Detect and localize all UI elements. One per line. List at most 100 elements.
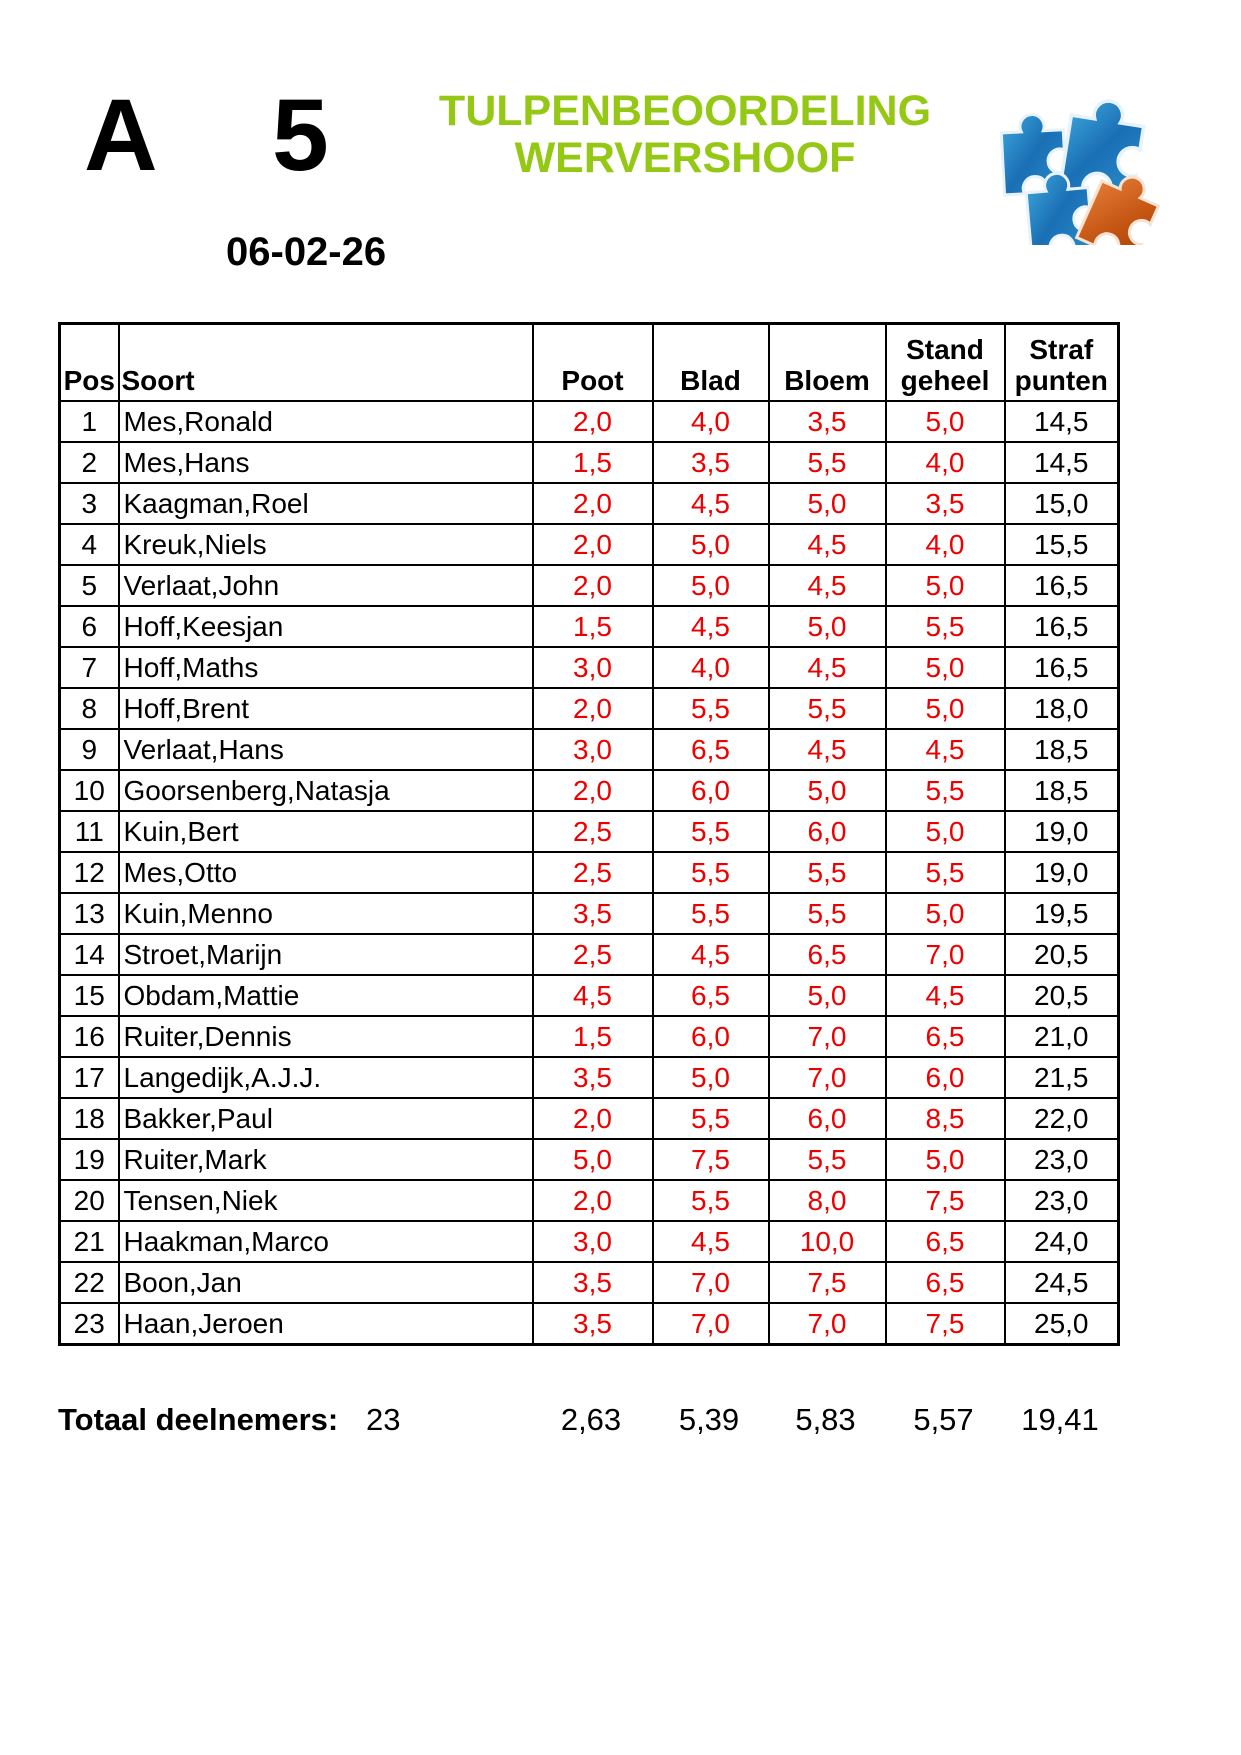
table-row: 20 Tensen,Niek 2,0 5,5 8,0 7,5 23,0 <box>58 1179 1120 1222</box>
blad-cell: 4,5 <box>651 482 770 525</box>
pos-cell: 17 <box>58 1056 120 1099</box>
group-number: 5 <box>272 78 329 192</box>
date-label: 06-02-26 <box>226 230 387 274</box>
soort-cell: Mes,Otto <box>117 851 534 894</box>
poot-cell: 2,0 <box>531 1179 654 1222</box>
table-row: 2 Mes,Hans 1,5 3,5 5,5 4,0 14,5 <box>58 441 1120 484</box>
bloem-cell: 4,5 <box>767 523 887 566</box>
stand-cell: 7,5 <box>884 1302 1006 1346</box>
straf-cell: 24,5 <box>1003 1261 1120 1304</box>
table-row: 14 Stroet,Marijn 2,5 4,5 6,5 7,0 20,5 <box>58 933 1120 976</box>
header-pos: Pos <box>58 322 120 402</box>
blad-cell: 6,5 <box>651 728 770 771</box>
table-row: 16 Ruiter,Dennis 1,5 6,0 7,0 6,5 21,0 <box>58 1015 1120 1058</box>
pos-cell: 1 <box>58 400 120 443</box>
results-table: Pos Soort Poot Blad Bloem Stand geheel S… <box>58 322 1120 1346</box>
stand-cell: 6,5 <box>884 1220 1006 1263</box>
bloem-cell: 5,5 <box>767 441 887 484</box>
totals-blad-average: 5,39 <box>678 1402 740 1437</box>
poot-cell: 2,0 <box>531 687 654 730</box>
poot-cell: 4,5 <box>531 974 654 1017</box>
table-row: 23 Haan,Jeroen 3,5 7,0 7,0 7,5 25,0 <box>58 1302 1120 1346</box>
straf-cell: 14,5 <box>1003 441 1120 484</box>
pos-cell: 7 <box>58 646 120 689</box>
straf-cell: 23,0 <box>1003 1179 1120 1222</box>
blad-cell: 6,0 <box>651 769 770 812</box>
straf-cell: 19,0 <box>1003 851 1120 894</box>
stand-cell: 7,5 <box>884 1179 1006 1222</box>
soort-cell: Haan,Jeroen <box>117 1302 534 1346</box>
straf-cell: 18,5 <box>1003 728 1120 771</box>
bloem-cell: 5,5 <box>767 851 887 894</box>
blad-cell: 3,5 <box>651 441 770 484</box>
straf-cell: 15,0 <box>1003 482 1120 525</box>
blad-cell: 5,5 <box>651 810 770 853</box>
stand-cell: 5,0 <box>884 564 1006 607</box>
pos-cell: 10 <box>58 769 120 812</box>
poot-cell: 2,0 <box>531 523 654 566</box>
blad-cell: 4,0 <box>651 646 770 689</box>
bloem-cell: 8,0 <box>767 1179 887 1222</box>
bloem-cell: 5,5 <box>767 687 887 730</box>
blad-cell: 5,0 <box>651 1056 770 1099</box>
bloem-cell: 4,5 <box>767 564 887 607</box>
bloem-cell: 5,0 <box>767 605 887 648</box>
poot-cell: 1,5 <box>531 441 654 484</box>
pos-cell: 11 <box>58 810 120 853</box>
straf-cell: 21,0 <box>1003 1015 1120 1058</box>
straf-cell: 19,0 <box>1003 810 1120 853</box>
blad-cell: 4,5 <box>651 605 770 648</box>
stand-cell: 4,5 <box>884 728 1006 771</box>
bloem-cell: 4,5 <box>767 728 887 771</box>
poot-cell: 5,0 <box>531 1138 654 1181</box>
bloem-cell: 5,5 <box>767 892 887 935</box>
class-label: A <box>84 78 158 192</box>
stand-cell: 5,5 <box>884 605 1006 648</box>
table-row: 9 Verlaat,Hans 3,0 6,5 4,5 4,5 18,5 <box>58 728 1120 771</box>
puzzle-pieces-icon <box>998 93 1167 245</box>
blad-cell: 4,5 <box>651 1220 770 1263</box>
soort-cell: Ruiter,Dennis <box>117 1015 534 1058</box>
pos-cell: 18 <box>58 1097 120 1140</box>
poot-cell: 1,5 <box>531 605 654 648</box>
bloem-cell: 7,0 <box>767 1015 887 1058</box>
stand-cell: 5,0 <box>884 687 1006 730</box>
stand-cell: 4,5 <box>884 974 1006 1017</box>
soort-cell: Verlaat,Hans <box>117 728 534 771</box>
soort-cell: Ruiter,Mark <box>117 1138 534 1181</box>
stand-cell: 4,0 <box>884 523 1006 566</box>
soort-cell: Kaagman,Roel <box>117 482 534 525</box>
blad-cell: 5,5 <box>651 1179 770 1222</box>
soort-cell: Hoff,Keesjan <box>117 605 534 648</box>
stand-cell: 6,5 <box>884 1015 1006 1058</box>
page-title-line2: WERVERSHOOF <box>514 134 856 183</box>
table-row: 15 Obdam,Mattie 4,5 6,5 5,0 4,5 20,5 <box>58 974 1120 1017</box>
header-straf-line2: punten <box>1014 365 1108 397</box>
table-row: 18 Bakker,Paul 2,0 5,5 6,0 8,5 22,0 <box>58 1097 1120 1140</box>
results-body: 1 Mes,Ronald 2,0 4,0 3,5 5,0 14,5 2 Mes,Hans 1,5 3… <box>58 400 1120 1346</box>
header-row: Pos Soort Poot Blad Bloem Stand geheel S… <box>58 322 1120 402</box>
header-soort: Soort <box>117 322 534 402</box>
poot-cell: 3,5 <box>531 1056 654 1099</box>
straf-cell: 22,0 <box>1003 1097 1120 1140</box>
poot-cell: 3,5 <box>531 892 654 935</box>
poot-cell: 2,0 <box>531 400 654 443</box>
table-row: 7 Hoff,Maths 3,0 4,0 4,5 5,0 16,5 <box>58 646 1120 689</box>
blad-cell: 5,5 <box>651 851 770 894</box>
pos-cell: 16 <box>58 1015 120 1058</box>
soort-cell: Goorsenberg,Natasja <box>117 769 534 812</box>
stand-cell: 6,0 <box>884 1056 1006 1099</box>
table-row: 6 Hoff,Keesjan 1,5 4,5 5,0 5,5 16,5 <box>58 605 1120 648</box>
bloem-cell: 7,0 <box>767 1056 887 1099</box>
poot-cell: 3,0 <box>531 728 654 771</box>
bloem-cell: 6,0 <box>767 810 887 853</box>
stand-cell: 5,0 <box>884 810 1006 853</box>
bloem-cell: 10,0 <box>767 1220 887 1263</box>
soort-cell: Kreuk,Niels <box>117 523 534 566</box>
blad-cell: 7,0 <box>651 1302 770 1346</box>
soort-cell: Bakker,Paul <box>117 1097 534 1140</box>
header-straf-punten: Straf punten <box>1003 322 1120 402</box>
straf-cell: 16,5 <box>1003 605 1120 648</box>
bloem-cell: 6,0 <box>767 1097 887 1140</box>
